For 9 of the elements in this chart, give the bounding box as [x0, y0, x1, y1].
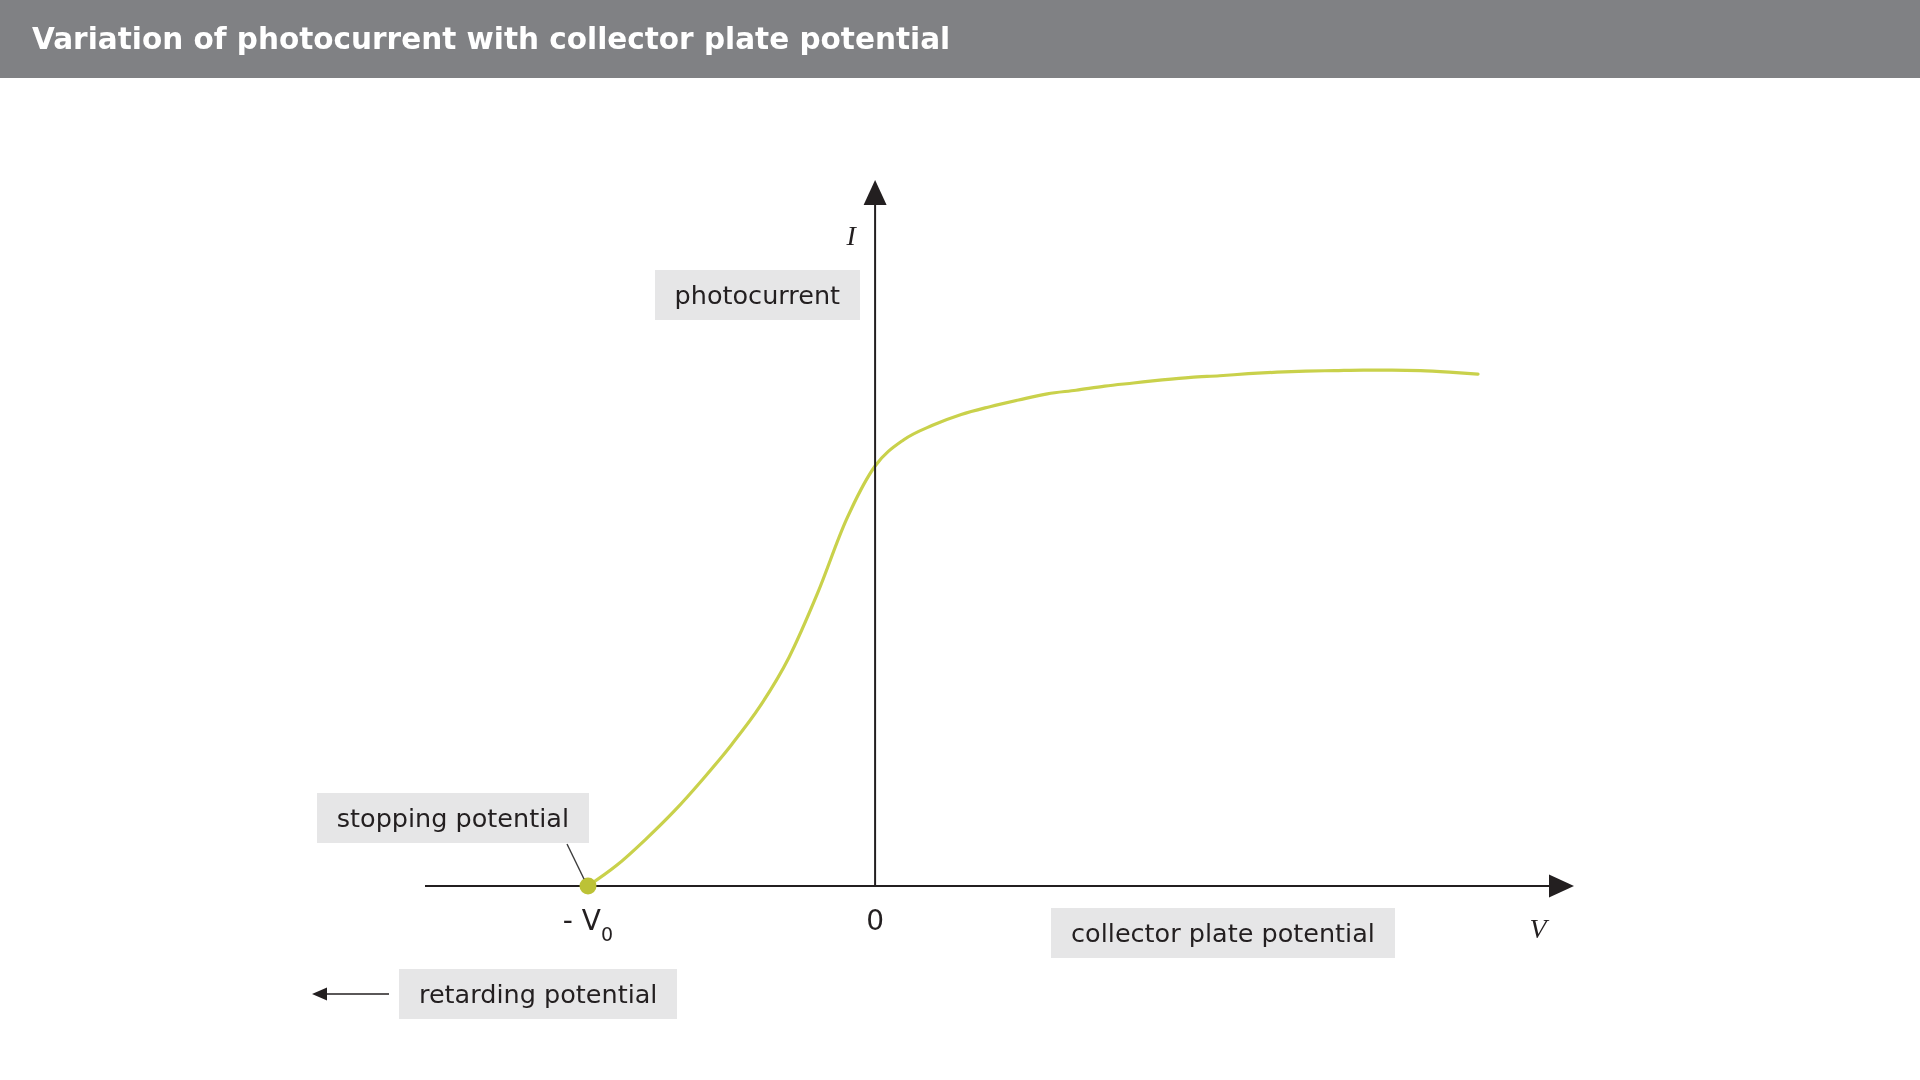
text: photocurrent — [654, 270, 861, 320]
x-tick-label: - V$_{0}$ — [562, 904, 614, 946]
text: retarding potential — [399, 969, 678, 1019]
y-axis-title: I — [845, 220, 858, 251]
x-tick-label: 0 — [866, 904, 885, 937]
text: collector plate potential — [1051, 908, 1395, 958]
x-axis-title: V — [1529, 913, 1550, 944]
annotation: stopping potential — [316, 793, 589, 843]
chart-title: Variation of photocurrent with collector plate potential — [32, 21, 951, 58]
